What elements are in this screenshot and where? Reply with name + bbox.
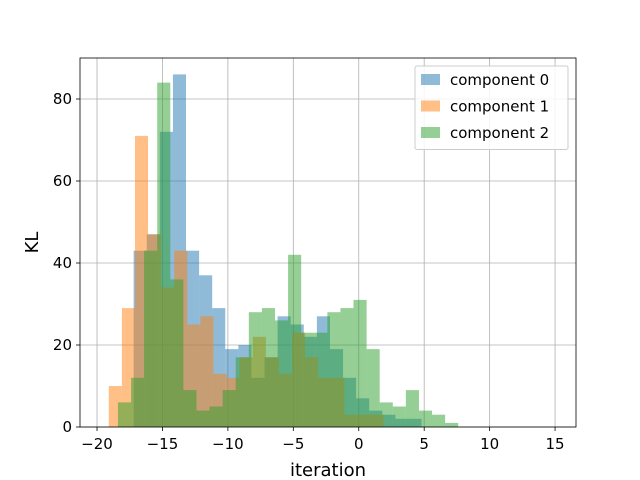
x-tick-label: −10	[212, 435, 244, 453]
histogram-bar	[379, 402, 393, 427]
x-axis-title: iteration	[290, 460, 366, 480]
histogram-bar	[200, 316, 214, 427]
axis-ticks: −20 −15 −10 −5 0 5 10 15 0 20 40 60 80	[53, 90, 565, 453]
histogram-bar	[392, 406, 406, 427]
legend-box	[414, 65, 569, 150]
histogram-bar	[445, 422, 459, 427]
legend-label: component 0	[450, 71, 549, 89]
histogram-bar	[235, 357, 249, 427]
y-tick-label: 40	[53, 254, 72, 272]
histogram-bar	[248, 312, 262, 427]
x-tick-label: −5	[282, 435, 304, 453]
histogram-bar	[157, 82, 171, 427]
histogram-bar	[222, 390, 236, 427]
y-axis-title: KL	[22, 232, 43, 254]
x-tick-label: −15	[147, 435, 179, 453]
series-2-bars	[117, 82, 459, 427]
histogram-bars	[108, 74, 459, 428]
histogram-bar	[183, 390, 197, 427]
histogram-bar	[418, 410, 433, 427]
histogram-bar	[131, 377, 145, 427]
legend-label: component 1	[450, 98, 549, 116]
histogram-bar	[274, 320, 289, 427]
histogram-bar	[301, 332, 315, 427]
plot-frame	[79, 57, 577, 428]
legend: component 0 component 1 component 2	[414, 65, 569, 150]
legend-swatch	[421, 127, 440, 138]
histogram-bar	[288, 254, 302, 427]
y-tick-label: 20	[53, 336, 72, 354]
histogram-bar	[170, 279, 184, 427]
legend-label: component 2	[450, 124, 549, 142]
y-tick-label: 60	[53, 172, 72, 190]
histogram-bar	[340, 308, 354, 427]
x-tick-label: 0	[354, 435, 364, 453]
legend-swatch	[421, 74, 440, 85]
x-tick-label: 15	[546, 435, 565, 453]
histogram-bar	[314, 332, 328, 427]
histogram-bar	[366, 349, 380, 427]
legend-swatch	[421, 100, 440, 112]
histogram-bar	[405, 390, 419, 427]
histogram-bar	[432, 414, 446, 427]
histogram-bar	[327, 312, 341, 427]
histogram-bar	[196, 410, 210, 427]
x-tick-label: 10	[480, 435, 499, 453]
histogram-bar	[353, 299, 367, 427]
x-tick-label: 5	[419, 435, 429, 453]
histogram-bar	[261, 308, 275, 427]
x-tick-label: −20	[81, 435, 113, 453]
y-tick-label: 80	[53, 90, 72, 108]
histogram-bar	[209, 406, 223, 427]
histogram-bar	[144, 250, 158, 427]
y-tick-label: 0	[62, 418, 72, 436]
histogram-bar	[117, 402, 132, 427]
